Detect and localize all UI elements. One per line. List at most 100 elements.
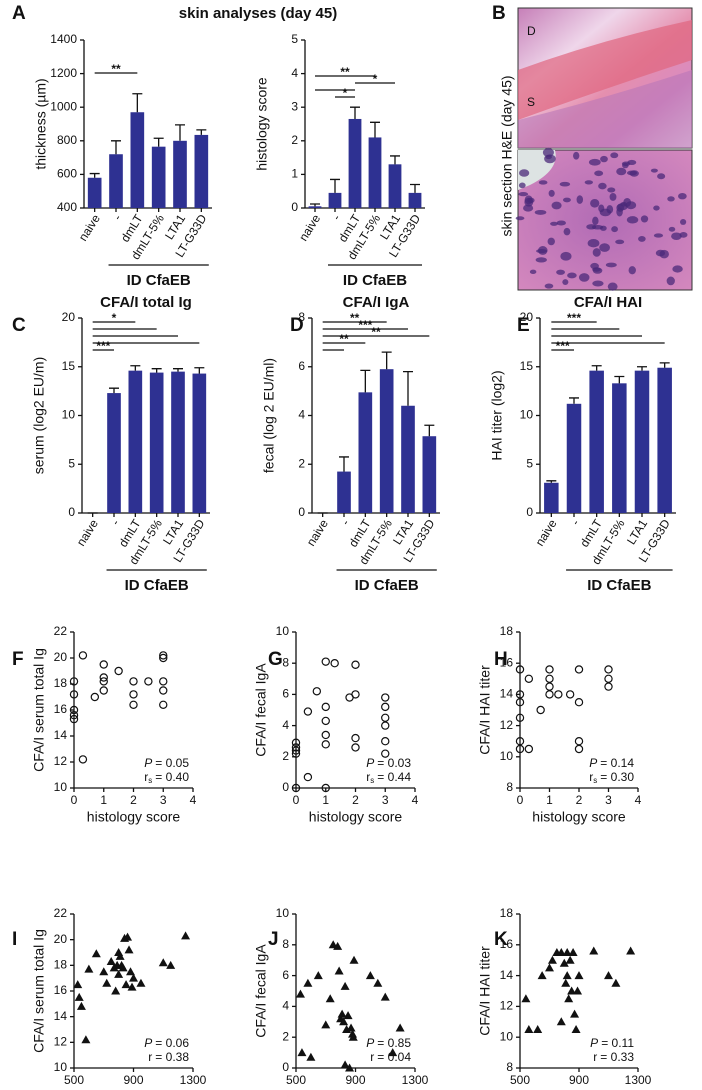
data-point — [99, 967, 109, 976]
data-point — [562, 971, 572, 980]
y-tick-label: 6 — [282, 968, 289, 982]
error-bar — [403, 370, 413, 406]
bar — [358, 392, 373, 513]
data-point — [166, 960, 176, 969]
nucleus — [518, 182, 526, 189]
data-point — [556, 1017, 566, 1026]
y-tick-label: 14 — [500, 968, 514, 982]
nucleus — [678, 192, 687, 200]
x-tick-label: 4 — [412, 793, 419, 807]
bar — [657, 367, 672, 513]
data-point — [126, 967, 136, 976]
data-point — [111, 986, 121, 995]
stat-p: P = 0.05 — [144, 756, 189, 770]
data-point — [124, 945, 134, 954]
data-point — [321, 702, 330, 712]
significance-label: ** — [340, 65, 350, 79]
image-label: skin section H&E (day 45) — [499, 75, 515, 236]
significance-label: ** — [371, 325, 381, 339]
nucleus — [616, 167, 627, 176]
data-point — [574, 744, 584, 754]
data-point — [78, 651, 88, 660]
x-tick-label: - — [338, 517, 352, 528]
nucleus — [538, 246, 548, 255]
error-bar — [89, 172, 100, 178]
data-point — [291, 738, 301, 747]
significance-label: * — [112, 311, 117, 325]
data-point — [604, 682, 613, 691]
data-point — [159, 651, 168, 660]
x-tick-label: 500 — [510, 1073, 530, 1087]
nucleus — [607, 187, 616, 193]
bar — [87, 177, 102, 208]
data-point — [515, 665, 525, 674]
y-tick-label: 15 — [520, 359, 534, 373]
y-tick-label: 10 — [62, 408, 76, 422]
bar — [328, 192, 342, 208]
stat-r: rs = 0.30 — [589, 770, 634, 785]
data-point — [559, 958, 569, 967]
nucleus — [560, 251, 572, 261]
data-point — [381, 693, 390, 702]
stat-r: r = 0.38 — [148, 1050, 189, 1064]
bar — [422, 436, 437, 513]
data-point — [381, 721, 390, 730]
nucleus — [640, 215, 649, 223]
data-point — [380, 992, 390, 1001]
group-label: ID CfaEB — [125, 577, 189, 594]
y-tick-label: 0 — [291, 200, 298, 214]
bar — [149, 372, 164, 513]
data-point — [545, 963, 554, 972]
data-point — [340, 981, 350, 990]
nucleus — [534, 209, 547, 215]
error-bar — [424, 424, 435, 437]
data-point — [561, 978, 571, 987]
significance-label: * — [373, 72, 378, 86]
data-point — [381, 702, 390, 712]
nucleus — [576, 195, 584, 204]
data-point — [565, 690, 575, 699]
stat-p-value: = 0.06 — [155, 1036, 189, 1050]
y-tick-label: 8 — [506, 780, 513, 794]
y-tick-label: 16 — [54, 702, 68, 716]
y-tick-label: 2 — [282, 749, 289, 763]
data-point — [303, 772, 313, 782]
data-point — [349, 955, 359, 964]
y-tick-label: 4 — [298, 408, 305, 422]
panel-letter: K — [494, 929, 508, 950]
error-bar — [350, 106, 360, 119]
data-point — [129, 690, 138, 699]
y-tick-label: 20 — [62, 310, 76, 324]
data-point — [321, 1020, 331, 1029]
data-point — [573, 986, 583, 995]
x-tick-label: 4 — [635, 793, 642, 807]
nucleus — [518, 191, 529, 197]
y-tick-label: 18 — [500, 624, 514, 638]
error-bar — [109, 387, 119, 394]
nucleus — [562, 197, 571, 203]
y-axis-label: fecal (log 2 EU/ml) — [261, 358, 277, 473]
stat-p-value: = 0.85 — [377, 1036, 411, 1050]
y-tick-label: 10 — [54, 780, 68, 794]
x-tick-label: 3 — [382, 793, 389, 807]
data-point — [291, 743, 301, 752]
nucleus — [667, 196, 675, 202]
nucleus — [609, 193, 617, 201]
nucleus — [550, 221, 558, 226]
y-axis-label: CFA/I HAI titer — [477, 665, 493, 755]
y-tick-label: 0 — [282, 1060, 289, 1074]
nucleus — [616, 207, 623, 217]
data-point — [381, 749, 390, 758]
bar — [194, 134, 209, 208]
data-point — [69, 711, 79, 720]
data-point — [536, 705, 545, 715]
y-axis-label: CFA/I serum total Ig — [31, 929, 47, 1053]
y-tick-label: 0 — [526, 505, 533, 519]
panel-letter: E — [517, 315, 530, 336]
y-tick-label: 400 — [57, 200, 77, 214]
nucleus — [542, 147, 554, 157]
nucleus — [592, 216, 599, 226]
data-point — [351, 690, 360, 699]
nucleus — [519, 169, 530, 177]
